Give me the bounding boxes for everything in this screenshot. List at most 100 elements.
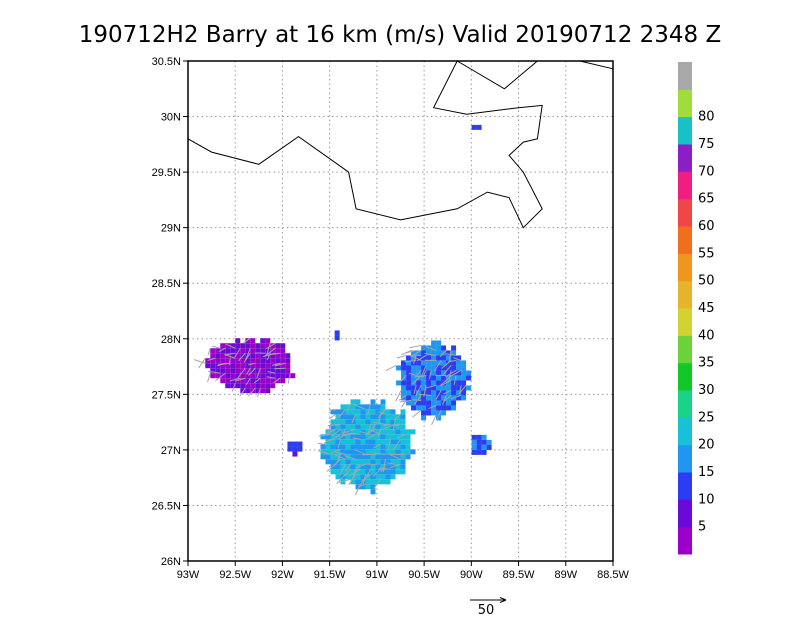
speed-cell xyxy=(401,360,407,366)
x-axis: 93W 92.5W 92W 91.5W 91W 90.5W 90W 89.5W 89W 88.5W xyxy=(177,561,630,581)
speed-cell xyxy=(325,454,331,460)
speed-cell xyxy=(340,419,346,425)
plot-area xyxy=(188,61,613,561)
wind-vector xyxy=(358,483,366,488)
speed-cell xyxy=(365,439,371,445)
wind-vector xyxy=(450,394,462,400)
speed-cell xyxy=(255,358,261,364)
speed-cell xyxy=(255,348,261,354)
speed-cell xyxy=(340,464,346,470)
speed-cell xyxy=(205,363,211,369)
speed-cell xyxy=(436,400,442,406)
speed-cell xyxy=(370,479,376,485)
speed-cell xyxy=(411,355,417,361)
wind-vector xyxy=(349,468,361,476)
speed-cell xyxy=(421,395,427,401)
wind-vector xyxy=(377,429,381,437)
speed-cell xyxy=(340,429,346,435)
speed-cell xyxy=(426,355,432,361)
wind-vector xyxy=(225,343,236,349)
speed-cell xyxy=(390,424,396,430)
colorbar-swatch xyxy=(678,390,692,418)
speed-cell xyxy=(436,410,442,416)
speed-cell xyxy=(461,360,467,366)
speed-cell xyxy=(411,365,417,371)
speed-cell xyxy=(486,439,492,445)
wind-vector xyxy=(343,428,356,434)
speed-cell xyxy=(456,385,462,391)
speed-cell xyxy=(345,434,351,440)
speed-cell xyxy=(360,439,366,445)
wind-vector xyxy=(331,428,341,437)
speed-cell xyxy=(421,400,427,406)
speed-cell xyxy=(280,353,286,359)
speed-cell xyxy=(365,429,371,435)
wind-vector xyxy=(341,433,351,437)
speed-cell xyxy=(400,424,406,430)
speed-cell xyxy=(456,375,462,381)
speed-cell xyxy=(355,429,361,435)
speed-cell xyxy=(426,360,432,366)
speed-cell xyxy=(406,380,412,386)
speed-cell xyxy=(421,350,427,356)
speed-cell xyxy=(441,385,447,391)
speed-cell xyxy=(456,365,462,371)
speed-cell xyxy=(250,383,256,389)
speed-cell xyxy=(330,419,336,425)
speed-cell xyxy=(461,365,467,371)
speed-cell xyxy=(471,449,477,455)
speed-cell xyxy=(385,469,391,475)
wind-vector xyxy=(346,432,356,435)
x-tick-label: 92W xyxy=(271,569,294,581)
colorbar-swatch xyxy=(678,253,692,282)
speed-cell xyxy=(350,409,356,415)
speed-cell xyxy=(431,350,437,356)
speed-cell xyxy=(275,368,281,374)
wind-vector xyxy=(371,424,376,431)
wind-vector xyxy=(266,342,276,350)
speed-cell xyxy=(340,414,346,420)
speed-cell xyxy=(400,414,406,420)
wind-vector xyxy=(372,443,381,449)
speed-cell xyxy=(436,345,442,351)
speed-cell xyxy=(355,444,361,450)
y-tick-label: 26.5N xyxy=(152,500,181,512)
speed-cell xyxy=(405,429,411,435)
speed-cell xyxy=(370,444,376,450)
speed-cell xyxy=(456,355,462,361)
speed-cell xyxy=(380,459,386,465)
speed-cell xyxy=(380,444,386,450)
wind-vector xyxy=(218,347,226,352)
wind-vector xyxy=(212,345,221,349)
wind-vector xyxy=(396,354,407,359)
speed-cell xyxy=(365,459,371,465)
speed-cell xyxy=(436,380,442,386)
wind-vector xyxy=(442,365,452,376)
wind-vector xyxy=(445,370,457,378)
speed-cell xyxy=(355,404,361,410)
wind-vector xyxy=(393,439,401,450)
speed-cell xyxy=(395,449,401,455)
speed-cell xyxy=(390,459,396,465)
speed-cell xyxy=(456,370,462,376)
speed-cell xyxy=(255,353,261,359)
speed-cell xyxy=(280,363,286,369)
wind-vector xyxy=(450,370,462,377)
speed-cell xyxy=(385,419,391,425)
speed-cell xyxy=(375,404,381,410)
speed-cell xyxy=(456,395,462,401)
speed-cell xyxy=(265,363,271,369)
x-tick-label: 89.5W xyxy=(503,569,535,581)
speed-cell xyxy=(436,415,442,421)
wind-vector xyxy=(373,452,386,455)
wind-vector xyxy=(228,358,231,366)
wind-vector xyxy=(339,464,346,476)
speed-cell xyxy=(406,400,412,406)
speed-cell xyxy=(461,375,467,381)
colorbar-label: 65 xyxy=(698,192,715,207)
wind-vector xyxy=(439,350,447,358)
speed-cell xyxy=(431,390,437,396)
speed-cell xyxy=(441,405,447,411)
speed-cell xyxy=(345,444,351,450)
